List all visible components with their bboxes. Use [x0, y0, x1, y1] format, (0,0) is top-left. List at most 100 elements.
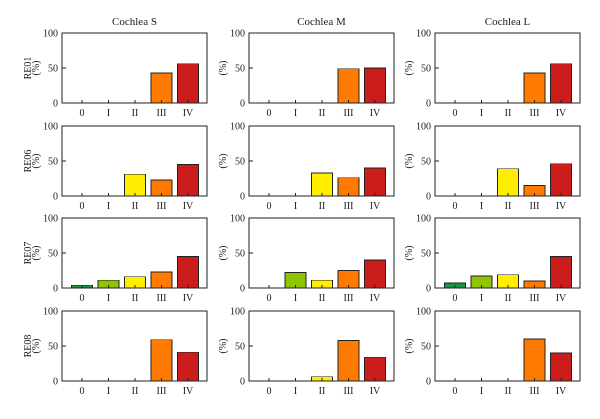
- y-tick-label: 0: [53, 284, 58, 295]
- y-tick-label: 0: [53, 192, 58, 203]
- bar-IV: [550, 63, 572, 104]
- x-tick-label: II: [505, 108, 512, 119]
- x-tick-label: 0: [453, 386, 458, 397]
- y-tick-label: 100: [416, 214, 431, 225]
- bar-IV: [364, 356, 386, 382]
- x-tick-label: II: [505, 201, 512, 212]
- y-tick-label: 0: [240, 192, 245, 203]
- y-tick-label: 50: [48, 157, 58, 168]
- x-tick-label: III: [157, 386, 167, 397]
- row-label: RE08: [23, 335, 34, 358]
- y-axis-label: (%): [404, 154, 415, 169]
- bar-III: [337, 68, 360, 104]
- y-tick-label: 50: [421, 249, 431, 260]
- x-tick-label: IV: [556, 108, 567, 119]
- x-tick-label: II: [505, 293, 512, 304]
- x-tick-label: 0: [453, 201, 458, 212]
- x-tick-label: I: [107, 201, 110, 212]
- y-tick-label: 100: [43, 29, 58, 40]
- x-tick-label: III: [344, 108, 354, 119]
- y-axis-label: (%): [404, 246, 415, 261]
- bar-IV: [177, 351, 199, 382]
- column-title: Cochlea M: [297, 16, 346, 28]
- y-axis-label: (%): [31, 154, 42, 169]
- bar-IV: [550, 256, 572, 289]
- x-tick-label: III: [157, 201, 167, 212]
- bar-IV: [177, 256, 199, 289]
- x-tick-label: II: [132, 293, 139, 304]
- bar-IV: [550, 163, 572, 197]
- y-tick-label: 100: [43, 214, 58, 225]
- x-tick-label: III: [530, 293, 540, 304]
- x-tick-label: I: [107, 293, 110, 304]
- x-tick-label: I: [480, 108, 483, 119]
- x-tick-label: II: [319, 201, 326, 212]
- y-tick-label: 50: [48, 249, 58, 260]
- x-tick-label: II: [132, 386, 139, 397]
- y-tick-label: 100: [230, 122, 245, 133]
- bar-II: [124, 173, 146, 197]
- x-tick-label: 0: [267, 108, 272, 119]
- bar-IV: [177, 63, 199, 104]
- x-tick-label: I: [294, 293, 297, 304]
- y-axis-label: (%): [31, 339, 42, 354]
- x-tick-label: I: [480, 201, 483, 212]
- column-title: Cochlea S: [112, 16, 157, 28]
- y-tick-label: 0: [240, 377, 245, 388]
- x-tick-label: IV: [556, 386, 567, 397]
- y-tick-label: 100: [230, 307, 245, 318]
- y-tick-label: 0: [53, 377, 58, 388]
- bar-III: [150, 339, 173, 382]
- y-tick-label: 0: [426, 192, 431, 203]
- x-tick-label: IV: [183, 386, 194, 397]
- x-tick-label: I: [107, 386, 110, 397]
- y-tick-label: 100: [416, 29, 431, 40]
- x-tick-label: III: [530, 201, 540, 212]
- bar-III: [150, 72, 173, 104]
- x-tick-label: III: [157, 108, 167, 119]
- column-title: Cochlea L: [485, 16, 531, 28]
- x-tick-label: III: [530, 108, 540, 119]
- y-tick-label: 100: [416, 122, 431, 133]
- y-axis-label: (%): [31, 246, 42, 261]
- x-tick-label: II: [132, 108, 139, 119]
- y-tick-label: 100: [416, 307, 431, 318]
- x-tick-label: IV: [183, 108, 194, 119]
- x-tick-label: I: [107, 108, 110, 119]
- x-tick-label: III: [530, 386, 540, 397]
- y-tick-label: 0: [426, 377, 431, 388]
- y-tick-label: 50: [235, 157, 245, 168]
- row-label: RE07: [23, 242, 34, 265]
- y-tick-label: 50: [235, 64, 245, 75]
- x-tick-label: 0: [80, 293, 85, 304]
- y-tick-label: 100: [43, 307, 58, 318]
- row-label: RE01: [23, 57, 34, 80]
- y-tick-label: 50: [48, 64, 58, 75]
- y-axis-label: (%): [404, 339, 415, 354]
- y-axis-label: (%): [404, 61, 415, 76]
- x-tick-label: II: [132, 201, 139, 212]
- bar-III: [523, 338, 546, 382]
- bar-IV: [364, 167, 386, 197]
- y-tick-label: 100: [43, 122, 58, 133]
- x-tick-label: III: [157, 293, 167, 304]
- x-tick-label: IV: [370, 293, 381, 304]
- x-tick-label: III: [344, 201, 354, 212]
- x-tick-label: 0: [453, 293, 458, 304]
- x-tick-label: 0: [267, 201, 272, 212]
- y-tick-label: 50: [48, 342, 58, 353]
- y-tick-label: 100: [230, 29, 245, 40]
- x-tick-label: IV: [183, 293, 194, 304]
- x-tick-label: IV: [183, 201, 194, 212]
- y-tick-label: 0: [240, 284, 245, 295]
- x-tick-label: II: [505, 386, 512, 397]
- y-tick-label: 50: [421, 157, 431, 168]
- y-tick-label: 50: [421, 342, 431, 353]
- x-tick-label: II: [319, 293, 326, 304]
- y-tick-label: 0: [53, 99, 58, 110]
- y-axis-label: (%): [31, 61, 42, 76]
- x-tick-label: I: [480, 386, 483, 397]
- bar-IV: [364, 67, 386, 104]
- bar-III: [337, 339, 360, 382]
